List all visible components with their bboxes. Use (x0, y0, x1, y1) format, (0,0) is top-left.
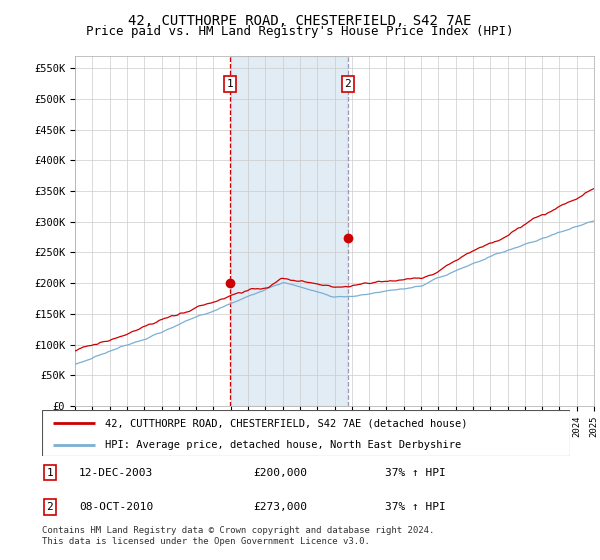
Text: 37% ↑ HPI: 37% ↑ HPI (385, 502, 446, 512)
Text: 37% ↑ HPI: 37% ↑ HPI (385, 468, 446, 478)
Text: 42, CUTTHORPE ROAD, CHESTERFIELD, S42 7AE: 42, CUTTHORPE ROAD, CHESTERFIELD, S42 7A… (128, 14, 472, 28)
Text: 42, CUTTHORPE ROAD, CHESTERFIELD, S42 7AE (detached house): 42, CUTTHORPE ROAD, CHESTERFIELD, S42 7A… (106, 418, 468, 428)
Text: HPI: Average price, detached house, North East Derbyshire: HPI: Average price, detached house, Nort… (106, 440, 461, 450)
Text: £200,000: £200,000 (253, 468, 307, 478)
Text: Contains HM Land Registry data © Crown copyright and database right 2024.
This d: Contains HM Land Registry data © Crown c… (42, 526, 434, 546)
Text: 12-DEC-2003: 12-DEC-2003 (79, 468, 153, 478)
Text: £273,000: £273,000 (253, 502, 307, 512)
Text: 2: 2 (344, 79, 351, 89)
Text: 2: 2 (47, 502, 53, 512)
Text: 1: 1 (47, 468, 53, 478)
FancyBboxPatch shape (42, 410, 570, 456)
Text: Price paid vs. HM Land Registry's House Price Index (HPI): Price paid vs. HM Land Registry's House … (86, 25, 514, 38)
Text: 1: 1 (226, 79, 233, 89)
Text: 08-OCT-2010: 08-OCT-2010 (79, 502, 153, 512)
